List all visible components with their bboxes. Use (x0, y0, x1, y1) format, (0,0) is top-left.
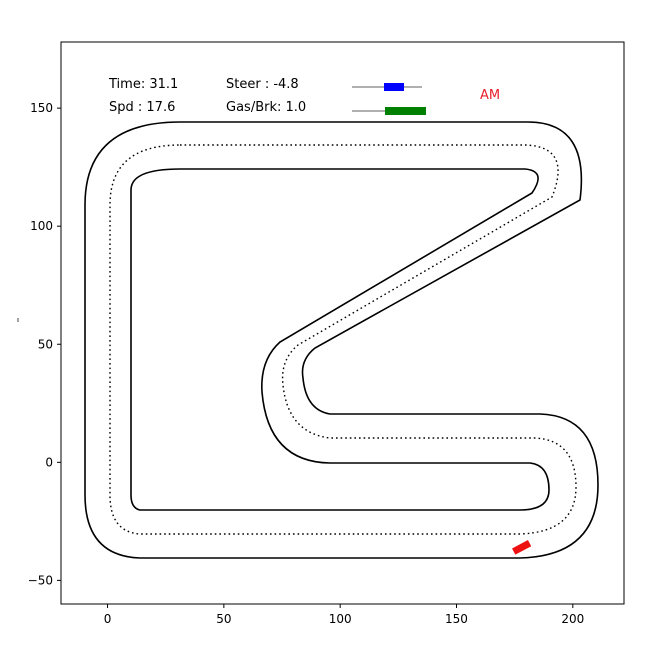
track-outer-border (84, 121, 599, 559)
car-body (512, 540, 532, 555)
x-tick-label: 200 (561, 612, 584, 626)
gas-brake-gauge-bar (385, 107, 426, 115)
x-tick-label: 50 (216, 612, 231, 626)
y-tick-label: 50 (38, 337, 53, 351)
y-tick-label: 150 (30, 101, 53, 115)
steer-readout: Steer : -4.8 (226, 77, 299, 92)
y-tick-label: 0 (45, 455, 53, 469)
y-tick-label: 100 (30, 219, 53, 233)
steer-gauge-bar (384, 83, 404, 91)
speed-readout: Spd : 17.6 (109, 100, 175, 115)
gas-brake-readout: Gas/Brk: 1.0 (226, 100, 306, 115)
x-axis: 0 50 100 150 200 (104, 604, 584, 626)
x-tick-label: 0 (104, 612, 112, 626)
x-tick-label: 150 (445, 612, 468, 626)
time-readout: Time: 31.1 (108, 77, 178, 92)
race-track (84, 121, 599, 559)
track-centerline (109, 144, 577, 535)
track-inner-border (130, 168, 550, 511)
race-car-marker (512, 540, 532, 555)
y-axis: −50 0 50 100 150 (28, 101, 61, 587)
hud: Time: 31.1 Spd : 17.6 Steer : -4.8 Gas/B… (108, 77, 500, 115)
y-tick-label: −50 (28, 573, 53, 587)
x-tick-label: 100 (329, 612, 352, 626)
plot-frame (60, 41, 625, 605)
mode-label: AM (480, 88, 500, 103)
